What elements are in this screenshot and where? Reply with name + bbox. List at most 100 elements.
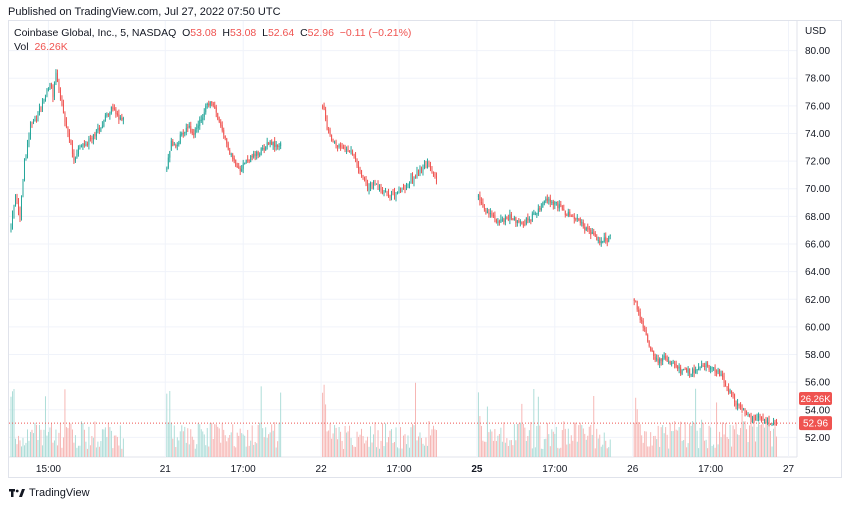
volume-bar [561, 430, 563, 457]
candle-body [104, 115, 106, 121]
volume-bar [492, 440, 494, 457]
candle-body [542, 203, 544, 208]
candle-body [548, 199, 550, 201]
tradingview-logo[interactable]: TradingView [9, 487, 90, 499]
volume-bar [22, 437, 24, 457]
candle-body [103, 120, 105, 127]
candle-body [100, 128, 102, 132]
candle-body [495, 219, 497, 223]
candle-body [720, 374, 722, 376]
volume-bar [92, 437, 94, 457]
volume-bar [494, 429, 496, 457]
volume-bar [383, 446, 385, 457]
candle-body [323, 105, 325, 110]
volume-bar [373, 434, 375, 457]
volume-bar [429, 435, 431, 457]
volume-bar [265, 427, 267, 457]
candle-body [755, 418, 757, 420]
volume-bar [768, 425, 770, 457]
volume-bar [710, 427, 712, 457]
candle-body [557, 202, 559, 208]
candle-body [15, 195, 16, 206]
candle-body [531, 213, 533, 221]
candle-body [44, 96, 46, 102]
candle-body [385, 191, 386, 193]
candle-body [732, 391, 734, 396]
volume-bar [52, 442, 54, 457]
candle-body [770, 423, 771, 425]
volume-bar [361, 428, 363, 457]
candle-body [729, 390, 731, 393]
candle-body [373, 181, 375, 186]
volume-bar [528, 430, 530, 457]
chart-frame[interactable] [8, 20, 842, 478]
candle-body [409, 181, 410, 185]
candle-body [599, 240, 601, 244]
candle-body [407, 184, 409, 187]
candle-body [696, 369, 698, 371]
volume-bar [91, 436, 93, 457]
price-axis: 80.00 78.00 76.00 74.00 72.00 70.00 68.00 66.00… [805, 26, 830, 444]
volume-bar [74, 435, 76, 457]
volume-bar [684, 422, 686, 457]
volume-bar [28, 440, 30, 457]
volume-bar [24, 445, 25, 457]
candle-body [744, 409, 746, 414]
price-marker-label: 52.96 [803, 419, 828, 430]
volume-legend: Vol 26.26K [14, 41, 68, 53]
candle-body [33, 121, 34, 124]
candle-body [392, 192, 394, 194]
candle-body [53, 82, 55, 97]
time-tick-label: 25 [471, 464, 483, 475]
time-tick-label: 22 [316, 464, 328, 475]
volume-bar [209, 423, 211, 457]
volume-bar [497, 435, 499, 457]
volume-bar [199, 424, 201, 457]
candle-body [479, 195, 481, 202]
volume-bar [512, 445, 514, 457]
volume-bar [232, 424, 234, 457]
volume-bar [170, 422, 172, 457]
volume-bar [404, 434, 406, 457]
volume-bar [398, 448, 400, 457]
candle-body [533, 213, 535, 215]
volume-bar [76, 447, 78, 457]
candle-body [401, 187, 403, 190]
candle-body [687, 369, 689, 374]
volume-bar [392, 442, 394, 457]
price-tick-label: 60.00 [805, 322, 830, 333]
volume-bar [549, 446, 551, 457]
volume-bar [659, 446, 661, 457]
candle-body [642, 320, 644, 328]
price-tick-label: 74.00 [805, 129, 830, 140]
volume-bar [410, 427, 412, 457]
volume-bar [122, 438, 124, 457]
volume-bar [569, 443, 571, 457]
candle-body [182, 133, 184, 135]
volume-bar [367, 436, 369, 457]
volume-bar [338, 427, 340, 457]
volume-bar [18, 435, 19, 457]
volume-bar [695, 388, 697, 457]
candle-body [713, 367, 715, 369]
candle-body [596, 236, 598, 241]
volume-bar [196, 444, 198, 457]
candle-body [331, 134, 333, 141]
volume-bar [692, 421, 694, 457]
volume-bar [43, 429, 45, 457]
price-tick-label: 70.00 [805, 184, 830, 195]
volume-bar [224, 435, 226, 457]
open-value: 53.08 [190, 27, 217, 39]
volume-bar [98, 446, 100, 457]
volume-bar [491, 431, 493, 457]
volume-bar [27, 429, 28, 457]
candle-body [707, 363, 709, 367]
candle-body [21, 195, 22, 218]
candle-body [419, 168, 421, 175]
candle-body [176, 144, 178, 146]
candle-body [767, 420, 769, 424]
volume-bar [278, 422, 280, 457]
volume-bar [89, 445, 91, 457]
candle-body [212, 103, 214, 106]
